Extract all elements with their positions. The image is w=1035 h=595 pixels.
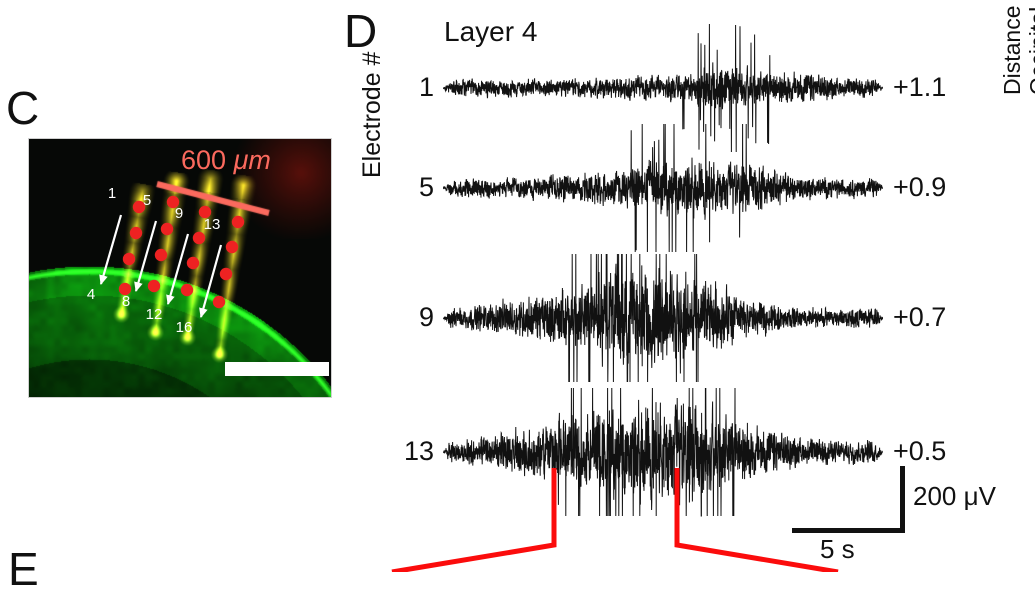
electrode-marker <box>225 240 239 254</box>
time-scale-label: 5 s <box>820 534 855 564</box>
electrode-marker <box>129 226 143 240</box>
electrode-marker <box>219 267 233 281</box>
electrode-marker <box>118 282 132 296</box>
distance-value-label: +0.9 <box>893 172 947 202</box>
electrode-marker <box>132 200 146 214</box>
electrode-marker <box>147 279 161 293</box>
electrode-marker <box>154 248 168 262</box>
electrode-index-label: 13 <box>204 216 221 233</box>
electrode-number-label: 5 <box>418 172 434 202</box>
distance-value-label: +1.1 <box>893 72 947 102</box>
electrode-marker <box>186 256 200 270</box>
panel-d-letter: D <box>344 5 378 57</box>
distance-axis-label: Distance (mm) from Occipital-Parietal su… <box>999 0 1035 95</box>
electrode-index-label: 8 <box>122 293 130 310</box>
electrode-overlay: 1 4 5 8 9 12 13 16 <box>87 185 245 336</box>
voltage-scale-bar <box>900 466 905 533</box>
voltage-trace <box>443 387 883 517</box>
electrode-marker <box>212 295 226 309</box>
electrode-marker <box>198 205 212 219</box>
electrode-index-label: 4 <box>87 286 95 303</box>
voltage-trace <box>443 123 883 253</box>
distance-value-label: +0.7 <box>893 302 947 332</box>
shank-arrow <box>166 233 190 306</box>
electrode-number-label: 9 <box>418 302 434 332</box>
scale-annotation-600um: 600 μm <box>181 145 271 175</box>
shank-arrow <box>134 220 158 293</box>
electrode-number-label: 13 <box>403 436 434 466</box>
electrode-axis-label: Electrode # <box>358 51 386 178</box>
time-scale-bar <box>792 528 905 533</box>
voltage-scale-label: 200 μV <box>913 481 996 511</box>
electrode-index-label: 9 <box>175 205 183 222</box>
layer-4-label: Layer 4 <box>444 16 538 47</box>
electrode-index-label: 5 <box>143 192 151 209</box>
electrode-marker <box>122 252 136 266</box>
electrode-marker <box>231 215 245 229</box>
distance-value-label: +0.5 <box>893 436 947 466</box>
electrode-marker <box>160 222 174 236</box>
voltage-trace <box>443 23 883 153</box>
electrode-index-label: 16 <box>176 319 193 336</box>
microscopy-image: 1 4 5 8 9 12 13 16 600 μm <box>28 138 332 398</box>
panel-c-letter: C <box>6 82 40 134</box>
electrode-index-label: 12 <box>146 306 163 323</box>
microscopy-canvas <box>29 139 331 397</box>
electrode-marker <box>166 195 180 209</box>
microscopy-scale-bar <box>225 362 329 376</box>
panel-e-letter: E <box>8 543 39 595</box>
electrode-index-label: 1 <box>108 185 116 202</box>
voltage-trace <box>443 253 883 383</box>
electrode-number-label: 1 <box>418 72 434 102</box>
electrode-marker <box>180 283 194 297</box>
shank-arrow <box>99 214 123 286</box>
shank-arrow <box>199 244 223 319</box>
electrode-marker <box>192 231 206 245</box>
